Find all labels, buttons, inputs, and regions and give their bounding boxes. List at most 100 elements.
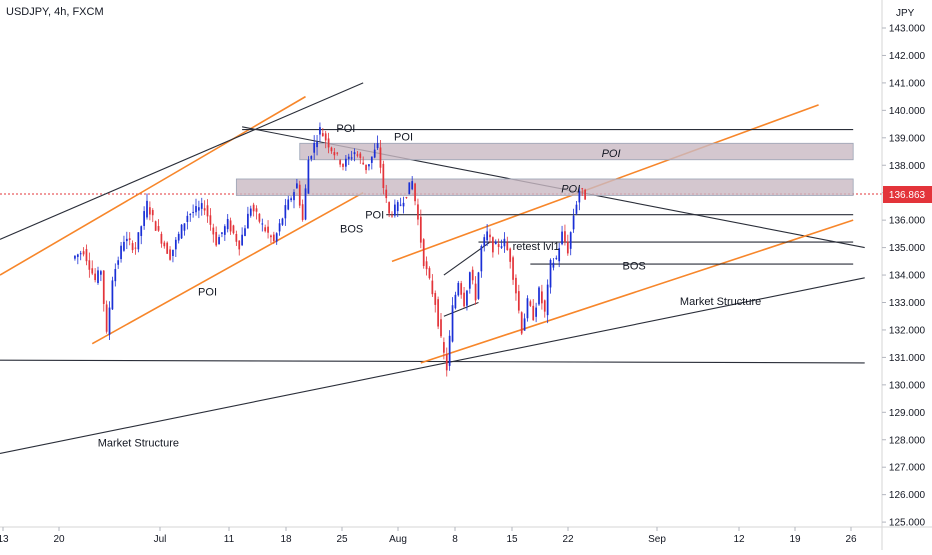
candle-body-122 <box>425 261 428 270</box>
candle-body-43 <box>198 207 200 211</box>
candle-body-97 <box>353 152 356 155</box>
candles-layer <box>74 122 586 377</box>
candle-body-156 <box>523 318 526 331</box>
candle-body-10 <box>102 270 105 304</box>
y-tick-label-14: 139.000 <box>889 133 926 144</box>
candle-body-6 <box>91 268 94 274</box>
candle-body-73 <box>284 205 287 219</box>
y-tick-label-16: 141.000 <box>889 78 926 89</box>
y-tick-label-7: 132.000 <box>889 325 926 336</box>
y-tick-label-11: 136.000 <box>889 216 926 227</box>
candle-body-133 <box>457 282 460 296</box>
candle-body-14 <box>114 269 117 282</box>
candle-body-75 <box>290 198 292 201</box>
candle-body-138 <box>471 269 474 281</box>
candle-body-124 <box>431 280 434 295</box>
y-tick-label-17: 142.000 <box>889 51 926 62</box>
candle-body-21 <box>134 247 137 249</box>
trend-line-13 <box>443 301 479 317</box>
candle-body-129 <box>445 354 448 371</box>
candle-body-127 <box>440 319 442 337</box>
candle-body-154 <box>517 291 520 311</box>
candle-body-44 <box>200 203 203 209</box>
candle-body-159 <box>532 305 535 321</box>
candle-body-53 <box>226 218 229 230</box>
candle-body-8 <box>97 270 99 283</box>
candle-body-98 <box>356 154 359 156</box>
candle-body-80 <box>304 188 307 220</box>
candle-body-48 <box>212 227 215 235</box>
candle-body-163 <box>543 300 546 312</box>
candle-body-7 <box>94 273 96 281</box>
candle-body-56 <box>235 233 238 242</box>
candle-body-151 <box>509 248 512 262</box>
candle-body-140 <box>477 272 480 299</box>
candle-body-17 <box>123 241 125 251</box>
candle-body-176 <box>581 188 584 190</box>
candle-body-58 <box>241 234 243 246</box>
y-tick-label-4: 129.000 <box>889 408 926 419</box>
candle-body-137 <box>468 272 471 289</box>
x-tick-label-1: 20 <box>53 534 65 545</box>
x-tick-label-10: Sep <box>648 534 666 545</box>
annotation-2: POI <box>602 148 621 160</box>
candle-body-94 <box>345 158 347 167</box>
trend-line-12 <box>443 241 491 276</box>
symbol-header: USDJPY, 4h, FXCM <box>6 6 104 18</box>
candle-body-11 <box>105 304 108 332</box>
drawings-layer <box>0 82 865 455</box>
candle-body-142 <box>483 237 486 247</box>
candle-body-116 <box>408 182 411 195</box>
candle-body-95 <box>347 156 350 159</box>
candle-body-101 <box>365 164 367 171</box>
candle-body-30 <box>160 233 163 244</box>
candle-body-85 <box>319 127 321 135</box>
candle-body-60 <box>247 213 249 229</box>
candle-body-86 <box>321 133 324 137</box>
trend-line-1 <box>91 192 364 345</box>
candle-body-164 <box>546 284 549 316</box>
y-tick-label-2: 127.000 <box>889 463 926 474</box>
candle-body-59 <box>244 228 246 236</box>
candle-body-174 <box>575 204 578 214</box>
trend-line-7 <box>420 219 854 364</box>
candle-body-91 <box>336 152 339 154</box>
y-tick-label-8: 133.000 <box>889 298 926 309</box>
candle-body-106 <box>379 147 382 168</box>
candle-body-25 <box>146 200 148 218</box>
annotation-5: BOS <box>340 223 363 235</box>
candle-body-157 <box>526 298 529 319</box>
candle-body-162 <box>541 291 543 304</box>
candle-body-121 <box>422 239 425 266</box>
candle-body-170 <box>564 231 566 243</box>
candle-body-155 <box>520 312 523 334</box>
candle-body-49 <box>215 232 218 246</box>
candle-body-84 <box>316 141 318 148</box>
candle-body-130 <box>448 335 451 366</box>
annotation-4: POI <box>365 210 384 222</box>
candle-body-77 <box>296 183 298 189</box>
candle-body-35 <box>174 239 177 250</box>
candle-body-71 <box>278 223 281 232</box>
candle-body-110 <box>391 215 393 217</box>
candle-body-69 <box>272 234 275 242</box>
candle-body-141 <box>480 246 483 272</box>
annotation-9: Market Structure <box>680 296 761 308</box>
candle-body-90 <box>333 152 336 156</box>
candle-body-173 <box>572 215 575 230</box>
candle-body-40 <box>189 214 192 216</box>
candle-body-147 <box>497 244 500 247</box>
candle-body-41 <box>192 211 194 213</box>
y-tick-label-6: 131.000 <box>889 353 926 364</box>
x-tick-label-11: 12 <box>733 534 745 545</box>
trend-line-4 <box>0 359 865 364</box>
candle-body-5 <box>88 260 91 270</box>
candle-body-34 <box>172 249 174 256</box>
candle-body-119 <box>417 204 419 220</box>
x-tick-label-9: 22 <box>562 534 574 545</box>
candle-body-79 <box>301 204 304 220</box>
candle-body-167 <box>555 257 558 259</box>
